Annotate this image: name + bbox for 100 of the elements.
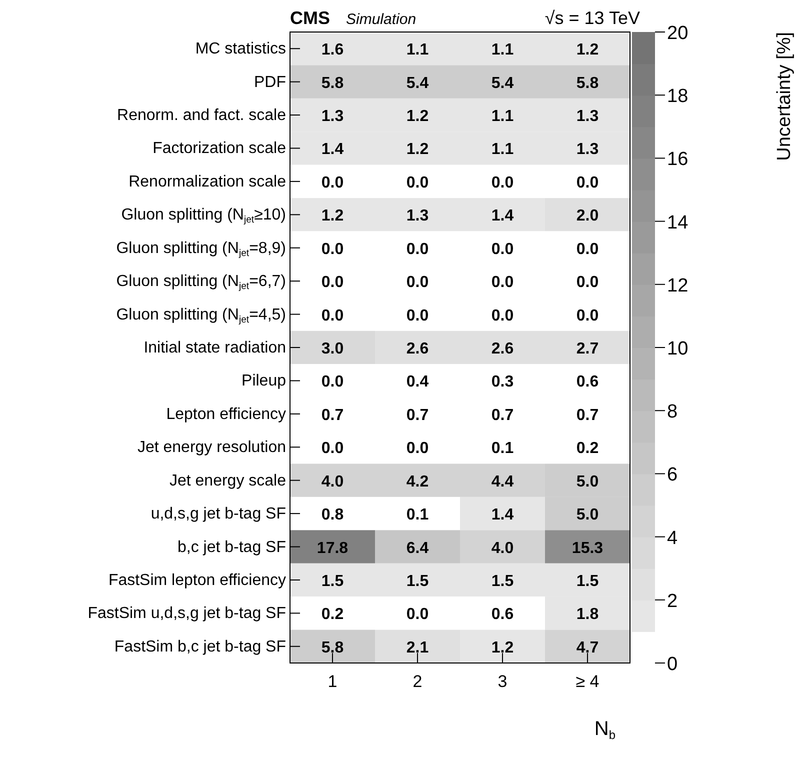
data-label: 0.0 (406, 274, 429, 292)
data-label: 0.7 (321, 406, 344, 424)
data-label: 1.8 (576, 606, 599, 624)
data-label: 1.5 (576, 572, 599, 590)
y-tick-label: PDF (254, 74, 286, 91)
data-label: 1.5 (491, 572, 514, 590)
data-label: 4.7 (576, 639, 599, 656)
data-label: 1.4 (491, 208, 514, 225)
data-label: 1.1 (491, 141, 514, 158)
y-tick-label: Renormalization scale (128, 173, 286, 190)
x-tick-label: 1 (328, 672, 338, 691)
data-label: 0.6 (491, 606, 514, 624)
data-label: 0.2 (576, 440, 599, 458)
color-bar-label: 6 (667, 464, 678, 486)
color-bar-label: 8 (667, 402, 678, 423)
data-label: 0.8 (321, 506, 344, 524)
data-label: 1.6 (321, 42, 344, 59)
data-label: 0.0 (491, 174, 514, 192)
data-label: 5.4 (491, 74, 514, 92)
data-label: 0.0 (321, 374, 344, 391)
data-label: 15.3 (572, 540, 604, 557)
data-label: 0.3 (491, 374, 514, 391)
chart-subtitle: Simulation (346, 11, 416, 28)
data-label: 4.0 (491, 540, 514, 557)
data-label: 4.0 (321, 473, 344, 490)
data-label: 1.2 (491, 639, 514, 656)
data-label: 0.4 (406, 374, 429, 391)
data-label: 0.0 (406, 440, 429, 458)
x-tick-label: 3 (498, 672, 508, 691)
y-tick-label: MC statistics (195, 40, 286, 58)
x-tick-label: ≥ 4 (576, 672, 600, 691)
color-bar-title: Uncertainty [%] (774, 32, 795, 161)
data-label: 0.7 (576, 406, 599, 424)
data-label: 3.0 (321, 340, 344, 358)
data-label: 6.4 (406, 540, 429, 557)
data-label: 0.0 (576, 174, 599, 192)
data-label: 1.3 (406, 208, 429, 225)
data-label: 0.6 (576, 374, 599, 391)
text: √s = 13 TeV (544, 8, 640, 28)
color-bar-label: 16 (667, 149, 688, 170)
y-tick-label: b,c jet b-tag SF (178, 538, 286, 556)
data-label: 0.0 (321, 174, 344, 192)
data-label: 0.0 (406, 174, 429, 192)
data-label: 0.2 (321, 606, 344, 624)
data-label: 1.2 (576, 42, 599, 59)
x-axis-title: N$_{b}$ (594, 718, 616, 742)
data-label: 0.0 (576, 240, 599, 258)
y-tick-label: Gluon splitting (N$_{jet}$=4,5) (116, 306, 286, 326)
data-label: 1.1 (491, 42, 514, 59)
data-label: 2.1 (406, 639, 429, 656)
y-tick-label: Initial state radiation (144, 340, 286, 356)
chart-title: CMS (290, 8, 330, 28)
color-bar-label: 4 (667, 528, 678, 549)
data-label: 0.0 (406, 240, 429, 258)
y-tick-label: Factorization scale (152, 140, 286, 158)
data-label: 17.8 (316, 540, 348, 557)
data-label: 0.0 (491, 274, 514, 292)
data-label: 0.0 (406, 307, 429, 324)
data-label: 5.8 (321, 74, 344, 92)
data-label: 1.1 (406, 42, 429, 59)
data-label: 0.0 (576, 307, 599, 324)
data-label: 2.0 (576, 208, 599, 225)
color-bar-label: 2 (667, 590, 678, 612)
data-label: 4.4 (491, 473, 514, 490)
data-label: 0.0 (321, 307, 344, 324)
data-label: 0.0 (406, 606, 429, 624)
data-label: 0.1 (406, 506, 429, 524)
data-label: 0.1 (491, 440, 514, 458)
data-label: 1.4 (321, 141, 344, 158)
data-label: 1.3 (576, 141, 599, 158)
x-tick-label: 2 (412, 672, 422, 691)
color-bar-label: 0 (667, 654, 678, 675)
y-tick-label: Gluon splitting (N$_{jet}$=6,7) (116, 273, 286, 292)
color-bar-label: 18 (667, 86, 688, 108)
data-label: 1.2 (406, 141, 429, 158)
y-tick-label: Pileup (242, 372, 286, 390)
data-label: 0.0 (491, 240, 514, 258)
color-bar-label: 14 (667, 212, 689, 234)
y-tick-label: FastSim u,d,s,g jet b-tag SF (88, 605, 286, 622)
y-tick-label: Jet energy scale (169, 472, 286, 490)
y-tick-label: Jet energy resolution (137, 439, 286, 456)
data-label: 0.7 (491, 406, 514, 424)
y-tick-label: FastSim lepton efficiency (108, 572, 286, 589)
data-label: 1.2 (321, 208, 344, 225)
data-label: 1.4 (491, 506, 514, 524)
data-label: 0.0 (491, 307, 514, 324)
y-tick-label: Renorm. and fact. scale (117, 107, 286, 124)
y-tick-label: Gluon splitting (N$_{jet}$≥10) (121, 206, 286, 226)
color-bar-label: 10 (667, 338, 688, 360)
data-label: 2.7 (576, 340, 599, 358)
data-label: 0.0 (576, 274, 599, 292)
data-label: 5.0 (576, 473, 599, 490)
data-label: 0.7 (406, 406, 429, 424)
data-label: 5.8 (321, 639, 344, 656)
color-bar-label: 20 (667, 23, 688, 44)
data-label: 1.5 (406, 572, 429, 590)
data-label: 2.6 (406, 340, 429, 358)
data-label: 1.2 (406, 108, 429, 126)
data-label: 0.0 (321, 240, 344, 258)
data-label: 4.2 (406, 473, 429, 490)
